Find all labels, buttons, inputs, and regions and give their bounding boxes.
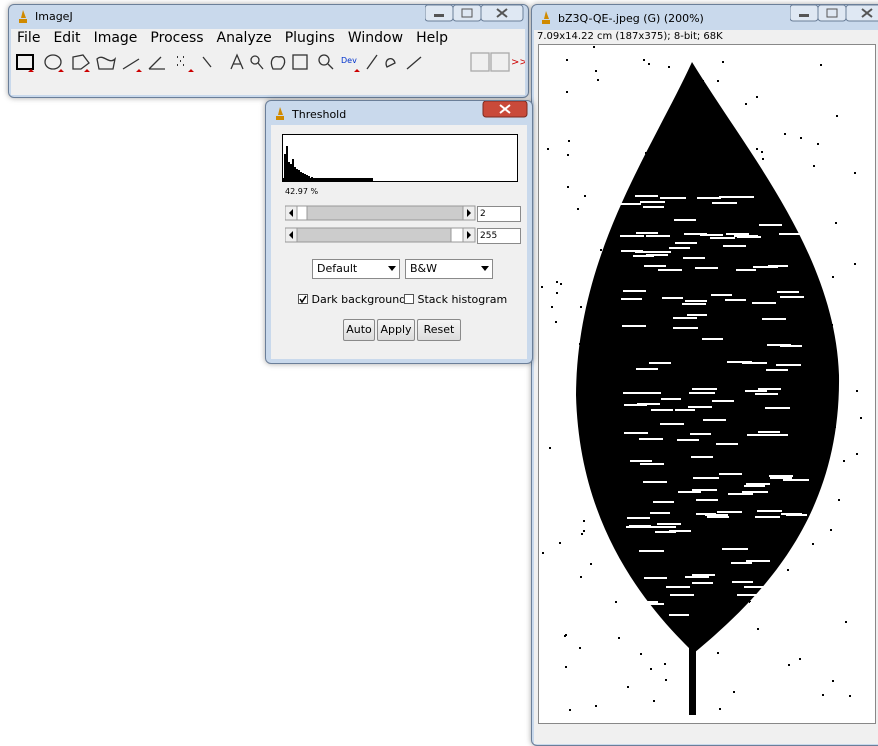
mode-select[interactable]: B&W [405,259,493,279]
stack-histogram-label: Stack histogram [418,293,508,306]
close-button[interactable] [482,101,528,119]
dark-background-label: Dark background [312,293,407,306]
menu-item[interactable]: Image [94,30,138,46]
menu-item[interactable]: Plugins [285,30,335,46]
window-title: ImageJ [35,10,73,23]
window-controls[interactable] [425,5,525,23]
more-tools[interactable]: >> [511,57,525,68]
method-select[interactable]: Default [312,259,400,279]
app-icon [17,10,29,24]
dev-tool-label[interactable]: Dev [341,56,357,65]
method-value: Default [317,262,357,275]
menu-item[interactable]: Edit [53,30,80,46]
mode-value: B&W [410,262,437,275]
app-icon [540,11,552,25]
window-title: bZ3Q-QE-.jpeg (G) (200%) [558,12,704,25]
dialog-title: Threshold [292,108,346,121]
auto-button[interactable]: Auto [343,319,375,341]
menu-item[interactable]: Help [416,30,448,46]
threshold-dialog: Threshold 42.97 % 2 255 Default B&W Dark… [265,100,533,364]
toolbar: Dev >> [11,49,525,95]
menu-item[interactable]: Analyze [217,30,272,46]
tool-icons: Dev >> [11,49,525,77]
image-window: bZ3Q-QE-.jpeg (G) (200%) 7.09x14.22 cm (… [531,4,878,746]
image-info: 7.09x14.22 cm (187x375); 8-bit; 68K [537,31,723,42]
menu-item[interactable]: Window [348,30,403,46]
image-canvas[interactable] [538,44,876,724]
dark-background-checkbox[interactable]: Dark background [298,293,406,306]
image-panel: 7.09x14.22 cm (187x375); 8-bit; 68K [534,30,878,744]
apply-button[interactable]: Apply [377,319,415,341]
percent-label: 42.97 % [285,187,318,196]
window-controls[interactable] [790,5,878,23]
reset-button[interactable]: Reset [417,319,461,341]
histogram [282,134,518,182]
menu-bar: File Edit Image Process Analyze Plugins Window… [11,29,525,49]
screen: ImageJ File Edit Image Process Analyze Plugin… [0,0,878,729]
min-field[interactable]: 2 [477,206,521,222]
stack-histogram-checkbox[interactable]: Stack histogram [404,293,507,306]
menu-item[interactable]: File [17,30,40,46]
menu-item[interactable]: Process [150,30,203,46]
imagej-window: ImageJ File Edit Image Process Analyze Plugin… [8,4,529,98]
app-icon [274,107,286,121]
dialog-body: 42.97 % 2 255 Default B&W Dark backgroun… [271,125,527,359]
max-field[interactable]: 255 [477,228,521,244]
sliders[interactable] [285,205,477,245]
